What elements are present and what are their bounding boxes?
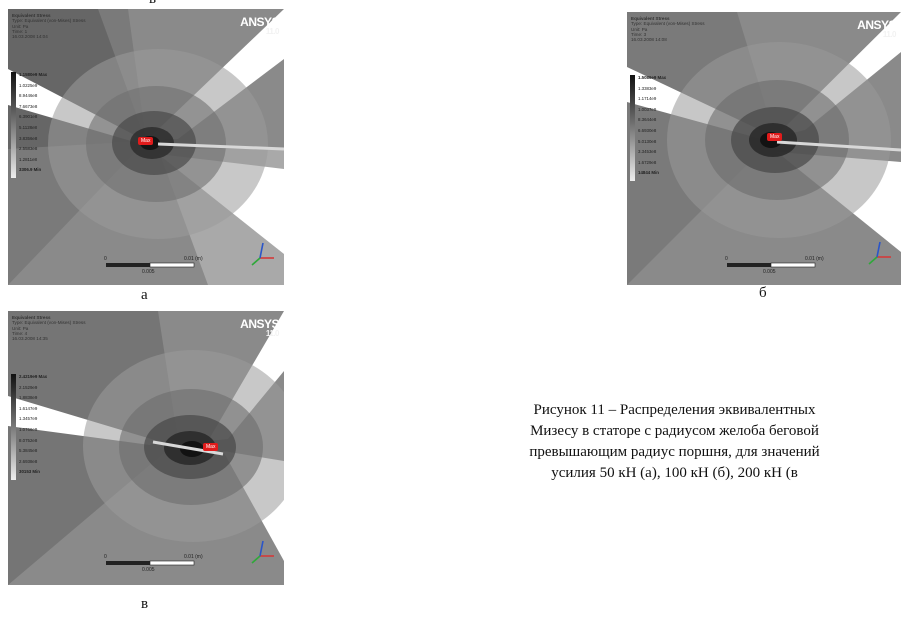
scale-label: 3.3453e8 [638,149,657,155]
max-marker-tag: Max [767,133,783,141]
caption-line: усилия 50 кН (а), 100 кН (б), 200 кН (в [551,465,798,481]
scale-label: 1.2811e8 [19,156,37,162]
scale-label: 8.0752e8 [19,437,38,443]
color-scale-labels: 1.5086e9 Max 1.3383e9 1.1714e9 1.0037e9 … [638,73,666,179]
top-cut-letter: в [149,0,156,8]
scalebar-left-label: 0 [104,256,107,262]
stress-contour-plot [8,9,284,285]
scale-label: 1.0225e9 [19,82,38,88]
legend-date: 16.03.2008 14:04 [12,34,48,40]
max-marker-tag: Max [138,137,154,145]
figure-caption: Рисунок 11 – Распределения эквивалентных… [448,400,901,484]
scale-label: 1.0766e9 [19,426,38,432]
legend-type: Type: Equivalent (von-Mises) Stress [12,18,86,24]
scalebar-right-label: 0.01 (m) [184,554,203,560]
scale-label: 7.6673e8 [19,103,38,109]
color-scale-labels: 1.1580e9 Max 1.0225e9 8.9446e8 7.6673e8 … [19,70,47,176]
legend-type: Type: Equivalent (von-Mises) Stress [12,320,86,326]
scalebar-right-label: 0.01 (m) [184,256,203,262]
max-marker-tag: Max [203,443,219,451]
legend-date: 16.03.2008 14:35 [12,336,48,342]
ansys-logo: ANSYS 11.0 [240,317,279,338]
legend-title: Equivalent Stress [631,16,670,21]
scale-label: 2.6938e8 [19,458,38,464]
scale-bar [106,560,195,566]
scale-label: 2.5583e8 [19,146,38,152]
color-scale-swatches [11,374,16,480]
legend-unit: Unit: Pa [12,23,29,29]
scale-label: 1.5086e9 Max [638,75,667,80]
scalebar-left-label: 0 [725,256,728,262]
scalebar-mid-label: 0.005 [142,269,155,275]
color-scale-swatches [11,72,16,178]
scale-label: 1.0037e9 [638,106,657,112]
panel-letter-b: б [759,285,767,301]
scale-label: 8.9446e8 [19,93,38,99]
legend-unit: Unit: Pa [631,26,648,32]
scale-label: 5.3845e8 [19,448,38,454]
axis-triad-icon [251,540,274,564]
scale-label: 5.0130e8 [638,138,657,144]
stress-panel-b: Equivalent Stress Type: Equivalent (von-… [627,12,901,285]
scale-label: 2.4219e9 Max [19,374,48,379]
legend-title: Equivalent Stress [12,13,51,18]
scalebar-right-label: 0.01 (m) [805,256,824,262]
color-scale-swatches [630,75,635,181]
panel-letter-c: в [141,596,149,612]
scale-label: 1.3457e9 [19,416,38,422]
axis-triad-icon [251,242,274,266]
scale-label: 1.3383e9 [638,85,657,91]
caption-line: превышающим радиус поршня, для значений [529,444,820,460]
legend: Equivalent Stress Type: Equivalent (von-… [12,315,86,341]
scalebar-mid-label: 0.005 [763,269,776,275]
scale-label: 30153 Min [19,469,40,475]
stress-panel-c: Equivalent Stress Type: Equivalent (von-… [8,311,284,585]
legend-time: Time: 1 [12,28,28,34]
scale-label: 8.3644e8 [638,117,657,123]
legend-title: Equivalent Stress [12,315,51,320]
scale-label: 14844 Min [638,170,659,176]
scalebar-mid-label: 0.005 [142,567,155,573]
scale-label: 6.6930e8 [638,127,657,133]
scale-label: 1.6729e8 [638,159,657,165]
scale-label: 3.8356e8 [19,135,38,141]
legend: Equivalent Stress Type: Equivalent (von-… [631,16,705,42]
scale-label: 1.8838e9 [19,395,38,401]
color-scale-labels: 2.4219e9 Max 2.1529e9 1.8838e9 1.6147e9 … [19,372,47,478]
axis-triad-icon [868,241,891,265]
scale-bar [106,262,195,268]
legend-type: Type: Equivalent (von-Mises) Stress [631,21,705,27]
scale-label: 5.1128e8 [19,124,37,130]
legend-time: Time: 4 [12,330,28,336]
stress-contour-plot [627,12,901,285]
scale-label: 2.1529e9 [19,384,38,390]
panel-letter-a: а [141,287,148,303]
stress-contour-plot [8,311,284,585]
ansys-logo: ANSYS 11.0 [857,18,896,39]
scalebar-left-label: 0 [104,554,107,560]
stress-panel-a: Equivalent Stress Type: Equivalent (von-… [8,9,284,285]
legend-date: 16.03.2008 14:08 [631,37,667,43]
scale-label: 3306.9 Min [19,167,42,173]
scale-label: 1.6147e9 [19,405,38,411]
caption-line: Мизесу в статоре с радиусом желоба бегов… [530,423,819,439]
scale-label: 1.1580e9 Max [19,72,48,77]
ansys-logo: ANSYS 11.0 [240,15,279,36]
scale-bar [727,262,816,268]
legend: Equivalent Stress Type: Equivalent (von-… [12,13,86,39]
caption-line: Рисунок 11 – Распределения эквивалентных [533,402,816,418]
scale-label: 1.1714e9 [638,96,657,102]
scale-label: 6.3901e8 [19,114,38,120]
legend-unit: Unit: Pa [12,325,29,331]
legend-time: Time: 3 [631,31,647,37]
